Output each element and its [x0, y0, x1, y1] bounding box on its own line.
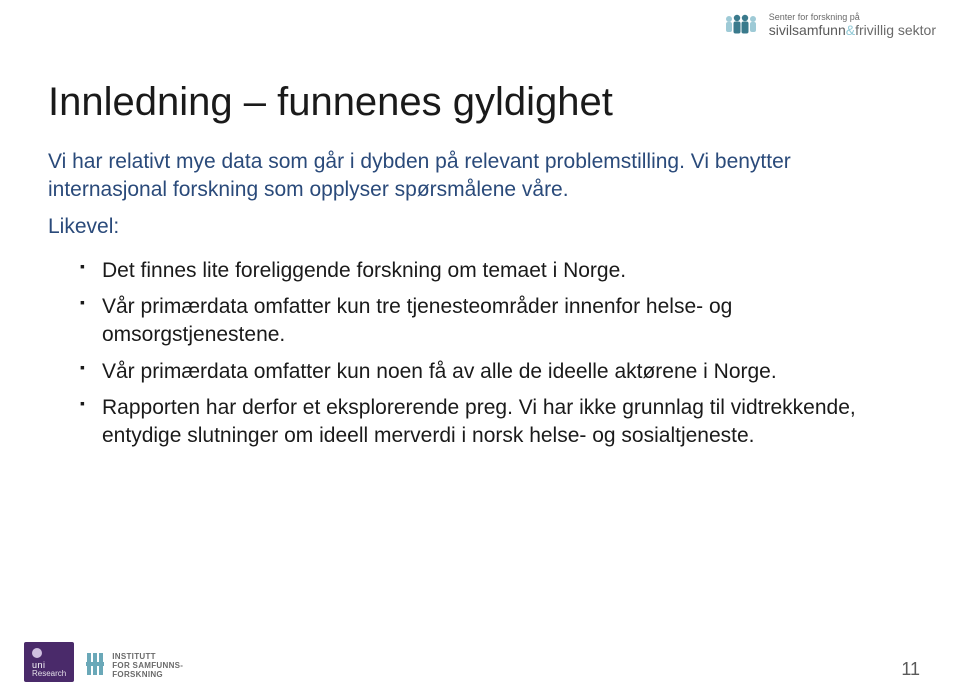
bullet-list: Det finnes lite foreliggende forskning o…: [48, 257, 912, 451]
list-item: Vår primærdata omfatter kun tre tjeneste…: [80, 293, 912, 350]
uni-line2: Research: [32, 670, 66, 678]
slide-title: Innledning – funnenes gyldighet: [48, 80, 912, 124]
header-brand-text: Senter for forskning på sivilsamfunn&fri…: [769, 13, 936, 38]
uni-dot-icon: [32, 648, 42, 658]
list-item: Det finnes lite foreliggende forskning o…: [80, 257, 912, 285]
isf-logo: INSTITUTT FOR SAMFUNNS- FORSKNING: [84, 651, 183, 682]
footer-logos: uni Research INSTITUTT FOR SAMFUNNS- FOR…: [24, 642, 183, 682]
list-item: Rapporten har derfor et eksplorerende pr…: [80, 394, 912, 451]
intro-paragraph: Vi har relativt mye data som går i dybde…: [48, 148, 912, 205]
likevel-label: Likevel:: [48, 215, 912, 239]
list-item: Vår primærdata omfatter kun noen få av a…: [80, 358, 912, 386]
isf-text: INSTITUTT FOR SAMFUNNS- FORSKNING: [112, 653, 183, 679]
slide-content: Innledning – funnenes gyldighet Vi har r…: [48, 80, 912, 459]
header-brand: sivilsamfunn&frivillig sektor: [769, 23, 936, 38]
page-number: 11: [901, 659, 920, 680]
people-icon: [721, 12, 761, 40]
brand-ampersand: &: [846, 22, 855, 38]
isf-line3: FORSKNING: [112, 671, 183, 680]
header-logo: Senter for forskning på sivilsamfunn&fri…: [721, 12, 936, 40]
brand-part2: frivillig sektor: [855, 22, 936, 38]
brand-part1: sivilsamfunn: [769, 22, 846, 38]
uni-research-badge: uni Research: [24, 642, 74, 682]
isf-icon: [84, 651, 106, 682]
